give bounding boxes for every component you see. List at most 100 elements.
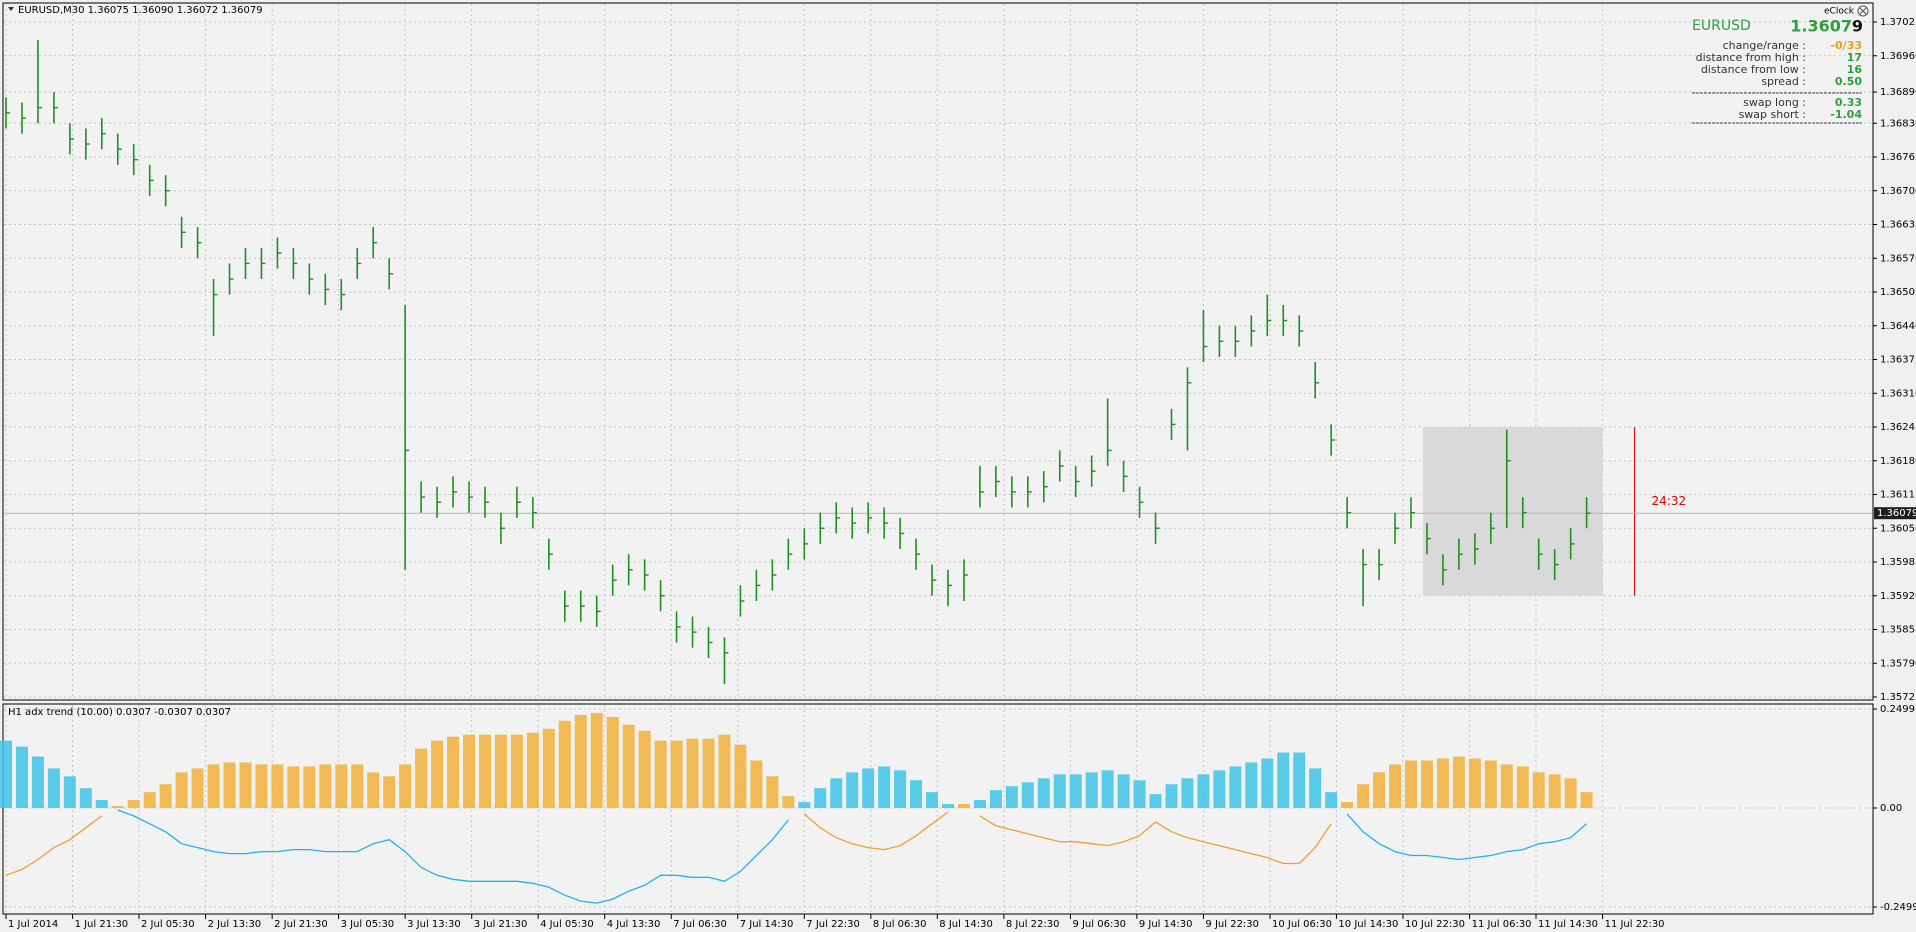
- histogram-bar: [1564, 778, 1577, 808]
- close-icon-cross[interactable]: [1859, 7, 1867, 15]
- histogram-bar: [558, 720, 571, 808]
- y-tick-label: 1.36505: [1880, 287, 1916, 298]
- x-tick-label: 10 Jul 22:30: [1405, 919, 1465, 930]
- histogram-bar: [1452, 756, 1465, 808]
- x-tick-label: 10 Jul 06:30: [1272, 919, 1332, 930]
- histogram-bar: [1165, 784, 1178, 808]
- histogram-bar: [207, 764, 220, 808]
- histogram-bar: [1101, 770, 1114, 808]
- y-tick-label: 1.37025: [1880, 17, 1916, 28]
- x-tick-label: 2 Jul 21:30: [274, 919, 328, 930]
- histogram-bar: [782, 796, 795, 808]
- histogram-bar: [15, 746, 28, 808]
- y-tick-label: 1.35790: [1880, 658, 1916, 669]
- histogram-bar: [798, 802, 811, 808]
- chart-title: EURUSD,M30 1.36075 1.36090 1.36072 1.360…: [18, 5, 263, 16]
- timer-label: 24:32: [1652, 494, 1687, 508]
- x-tick-label: 4 Jul 13:30: [607, 919, 661, 930]
- histogram-bar: [542, 728, 555, 808]
- histogram-bar: [111, 806, 124, 808]
- indicator-line: [5, 811, 1332, 876]
- histogram-bar: [574, 714, 587, 808]
- y-tick-label: 1.36635: [1880, 220, 1916, 231]
- histogram-bar: [143, 792, 156, 808]
- y-tick-label: 1.35855: [1880, 625, 1916, 636]
- histogram-bar: [1516, 766, 1529, 808]
- y-tick-label: -0.2499: [1880, 902, 1916, 913]
- histogram-bar: [1197, 774, 1210, 808]
- histogram-bar: [846, 772, 859, 808]
- histogram-bar: [0, 740, 12, 808]
- histogram-bar: [1357, 784, 1370, 808]
- info-price-last: 9: [1852, 17, 1863, 36]
- y-tick-label: 0.2499: [1880, 704, 1915, 715]
- y-tick-label: 1.36765: [1880, 152, 1916, 163]
- histogram-bar: [926, 792, 939, 808]
- histogram-bar: [1213, 770, 1226, 808]
- histogram-bar: [1500, 764, 1513, 808]
- info-value: 0.33: [1835, 96, 1862, 109]
- x-tick-label: 8 Jul 06:30: [873, 919, 927, 930]
- x-tick-label: 11 Jul 14:30: [1538, 919, 1598, 930]
- info-label: swap short :: [1739, 108, 1806, 121]
- x-tick-label: 3 Jul 13:30: [407, 919, 461, 930]
- x-tick-label: 3 Jul 05:30: [341, 919, 395, 930]
- histogram-bar: [1484, 760, 1497, 808]
- x-tick-label: 1 Jul 2014: [8, 919, 58, 930]
- histogram-bar: [1548, 774, 1561, 808]
- x-tick-label: 11 Jul 06:30: [1472, 919, 1532, 930]
- indicator-title: H1 adx trend (10.00) 0.0307 -0.0307 0.03…: [8, 707, 231, 718]
- histogram-bar: [989, 790, 1002, 808]
- histogram-bar: [526, 732, 539, 808]
- x-tick-label: 7 Jul 06:30: [673, 919, 727, 930]
- x-tick-label: 4 Jul 05:30: [540, 919, 594, 930]
- histogram-bar: [1420, 760, 1433, 808]
- info-value: -0/33: [1830, 39, 1862, 52]
- x-tick-label: 7 Jul 14:30: [740, 919, 794, 930]
- histogram-bar: [1005, 786, 1018, 808]
- y-tick-label: 1.36375: [1880, 355, 1916, 366]
- histogram-bar: [510, 734, 523, 808]
- histogram-bar: [1149, 794, 1162, 808]
- histogram-bar: [367, 772, 380, 808]
- y-tick-label: 1.35985: [1880, 557, 1916, 568]
- y-tick-label: 1.35725: [1880, 692, 1916, 703]
- histogram-bar: [941, 804, 954, 808]
- info-symbol: EURUSD: [1692, 18, 1751, 34]
- y-tick-label: 1.36960: [1880, 51, 1916, 62]
- x-tick-label: 9 Jul 22:30: [1205, 919, 1259, 930]
- x-tick-label: 2 Jul 13:30: [208, 919, 262, 930]
- histogram-bar: [223, 762, 236, 808]
- histogram-bar: [734, 744, 747, 808]
- current-price-label: 1.36079: [1877, 508, 1916, 519]
- info-value: 0.50: [1835, 75, 1862, 88]
- histogram-bar: [431, 740, 444, 808]
- histogram-bar: [415, 748, 428, 808]
- histogram-bar: [1117, 774, 1130, 808]
- histogram-bar: [862, 768, 875, 808]
- histogram-bar: [814, 788, 827, 808]
- y-tick-label: 1.35920: [1880, 591, 1916, 602]
- close-icon[interactable]: [1857, 5, 1869, 17]
- histogram-bar: [1436, 758, 1449, 808]
- indicator-line: [117, 809, 1588, 904]
- histogram-bar: [1245, 762, 1258, 808]
- info-value: 16: [1847, 63, 1863, 76]
- info-value: -1.04: [1830, 108, 1862, 121]
- histogram-bar: [1069, 774, 1082, 808]
- histogram-bar: [399, 764, 412, 808]
- histogram-bar: [1309, 768, 1322, 808]
- histogram-bar: [910, 780, 923, 808]
- histogram-bar: [606, 716, 619, 808]
- histogram-bar: [175, 772, 188, 808]
- histogram-bar: [686, 738, 699, 808]
- y-tick-label: 1.36180: [1880, 456, 1916, 467]
- histogram-bar: [79, 788, 92, 808]
- histogram-bar: [1404, 760, 1417, 808]
- x-tick-label: 8 Jul 14:30: [939, 919, 993, 930]
- histogram-bar: [1021, 782, 1034, 808]
- histogram-bar: [1373, 772, 1386, 808]
- x-tick-label: 11 Jul 22:30: [1605, 919, 1665, 930]
- histogram-bar: [159, 784, 172, 808]
